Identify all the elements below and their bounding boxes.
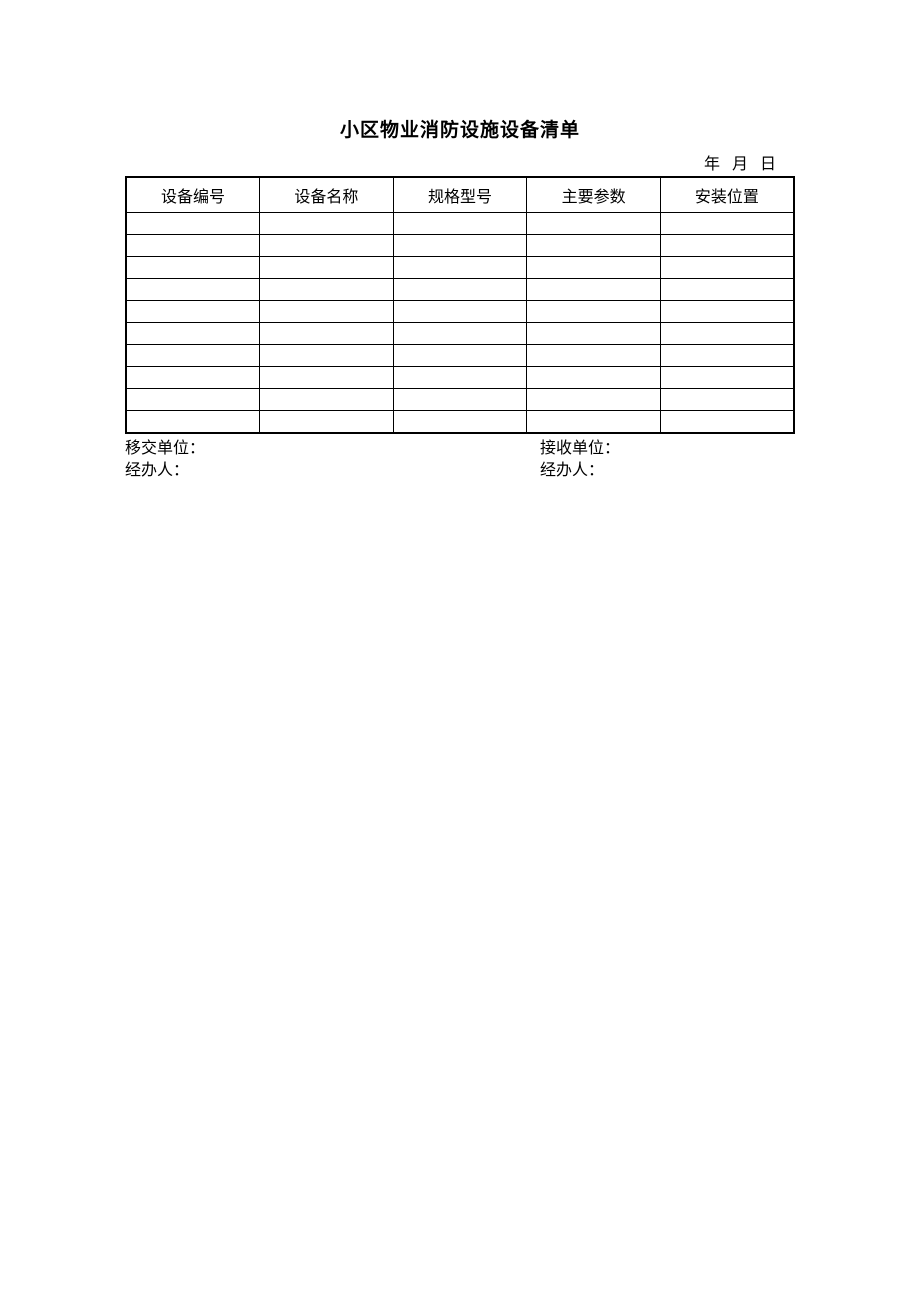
table-cell	[126, 279, 260, 301]
table-cell	[393, 257, 527, 279]
table-cell	[260, 389, 394, 411]
table-cell	[660, 367, 794, 389]
table-cell	[527, 213, 661, 235]
table-cell	[260, 345, 394, 367]
receive-unit-label: 接收单位：	[540, 438, 795, 460]
date-line: 年 月 日	[125, 150, 795, 174]
table-cell	[393, 323, 527, 345]
table-cell	[126, 411, 260, 433]
table-row	[126, 235, 794, 257]
table-cell	[393, 301, 527, 323]
table-cell	[660, 345, 794, 367]
col-header-params: 主要参数	[527, 177, 661, 213]
col-header-location: 安装位置	[660, 177, 794, 213]
col-header-id: 设备编号	[126, 177, 260, 213]
table-row	[126, 323, 794, 345]
document-title: 小区物业消防设施设备清单	[125, 115, 795, 142]
col-header-spec: 规格型号	[393, 177, 527, 213]
table-cell	[527, 345, 661, 367]
table-cell	[527, 235, 661, 257]
transfer-unit-label: 移交单位：	[125, 438, 380, 460]
receive-handler-label: 经办人：	[540, 460, 795, 482]
table-row	[126, 301, 794, 323]
table-cell	[527, 279, 661, 301]
table-cell	[393, 389, 527, 411]
table-cell	[260, 367, 394, 389]
table-row	[126, 213, 794, 235]
footer: 移交单位： 经办人： 接收单位： 经办人：	[125, 438, 795, 482]
table-cell	[660, 411, 794, 433]
table-cell	[126, 257, 260, 279]
table-cell	[126, 301, 260, 323]
table-cell	[126, 367, 260, 389]
table-cell	[660, 279, 794, 301]
table-row	[126, 411, 794, 433]
table-cell	[260, 301, 394, 323]
table-row	[126, 345, 794, 367]
table-cell	[527, 367, 661, 389]
footer-right: 接收单位： 经办人：	[380, 438, 795, 482]
transfer-handler-label: 经办人：	[125, 460, 380, 482]
table-cell	[660, 257, 794, 279]
table-cell	[527, 323, 661, 345]
table-cell	[393, 235, 527, 257]
table-header: 设备编号 设备名称 规格型号 主要参数 安装位置	[126, 177, 794, 213]
table-row	[126, 279, 794, 301]
table-cell	[260, 323, 394, 345]
table-cell	[527, 411, 661, 433]
table-cell	[660, 213, 794, 235]
col-header-name: 设备名称	[260, 177, 394, 213]
table-cell	[126, 213, 260, 235]
table-row	[126, 389, 794, 411]
table-cell	[126, 235, 260, 257]
table-cell	[660, 235, 794, 257]
footer-left: 移交单位： 经办人：	[125, 438, 380, 482]
table-cell	[126, 345, 260, 367]
table-cell	[260, 213, 394, 235]
table-cell	[260, 257, 394, 279]
table-cell	[660, 301, 794, 323]
table-cell	[527, 257, 661, 279]
table-cell	[393, 411, 527, 433]
table-cell	[660, 389, 794, 411]
table-cell	[260, 279, 394, 301]
table-row	[126, 257, 794, 279]
table-row	[126, 367, 794, 389]
document-container: 小区物业消防设施设备清单 年 月 日 设备编号 设备名称 规格型号 主要参数 安…	[125, 115, 795, 482]
table-cell	[660, 323, 794, 345]
table-cell	[393, 345, 527, 367]
table-body	[126, 213, 794, 433]
table-cell	[126, 389, 260, 411]
table-header-row: 设备编号 设备名称 规格型号 主要参数 安装位置	[126, 177, 794, 213]
table-cell	[260, 411, 394, 433]
table-cell	[527, 389, 661, 411]
table-cell	[527, 301, 661, 323]
table-cell	[393, 213, 527, 235]
table-cell	[393, 367, 527, 389]
table-cell	[126, 323, 260, 345]
table-cell	[260, 235, 394, 257]
table-cell	[393, 279, 527, 301]
equipment-table: 设备编号 设备名称 规格型号 主要参数 安装位置	[125, 176, 795, 434]
